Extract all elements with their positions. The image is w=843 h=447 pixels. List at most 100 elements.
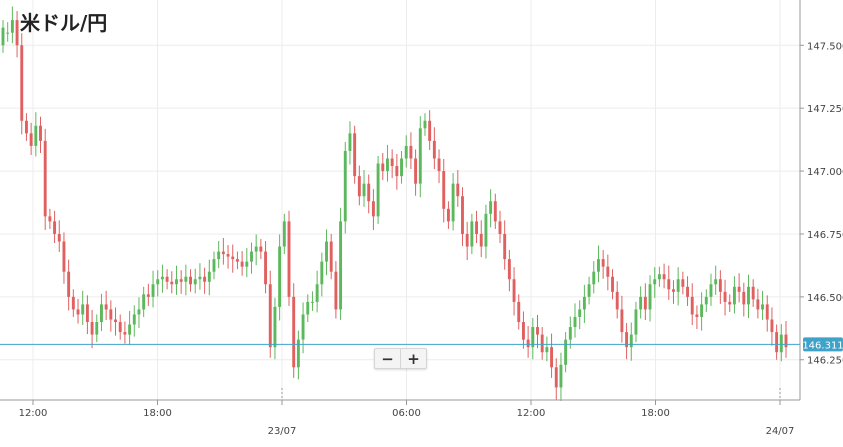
candle-body [57,233,61,242]
candle-body [775,332,779,353]
candle-body [142,294,146,310]
y-tick-label: 146.750 [807,230,843,241]
candle-body [615,291,619,310]
candle-body [723,291,727,302]
candle-body [296,339,300,368]
candle-body [217,251,221,260]
candle-body [146,294,150,297]
candle-body [137,309,141,315]
candle-body [554,367,558,388]
price-tag-background [803,337,843,352]
candle-body [250,251,253,262]
candle-body [629,334,633,348]
candle-body [301,314,305,340]
candle-body [475,221,479,234]
candle-body [690,296,694,315]
price-tag: 146.311 [802,337,843,352]
candle-body [597,259,600,272]
candle-body [207,271,211,282]
candle-body [348,133,352,151]
candle-body [292,296,296,368]
candle-body [451,183,455,222]
candle-body [737,286,741,292]
candle-body [353,133,357,177]
candle-body [653,279,657,285]
candle-body [67,271,71,297]
candle-body [442,171,446,209]
candle-body [676,279,680,292]
candle-body [751,286,755,300]
candle-body [446,208,450,222]
candle-body [428,120,432,141]
y-tick-label: 147.000 [807,167,843,178]
candle-body [362,183,366,197]
candle-body [418,128,422,184]
candle-body [695,314,699,317]
candle-body [221,251,225,255]
candle-body [564,339,568,365]
candle-body [376,163,380,217]
x-tick-label: 24/07 [766,426,795,437]
candle-body [728,301,732,305]
candle-body [325,241,328,262]
candle-body [747,286,750,305]
candle-body [90,322,94,335]
grid-lines [0,0,800,400]
candle-body [15,20,19,46]
candle-body [550,347,554,368]
candle-body [334,271,338,310]
candle-body [517,301,521,323]
candle-body [226,254,230,257]
x-tick-labels: 12:00 18:00 23/07 06:00 12:00 18:00 24/07 [19,408,795,437]
candle-body [371,201,375,217]
candle-body [409,145,413,159]
zoom-in-button[interactable]: + [400,349,426,368]
zoom-controls: − + [374,348,427,369]
x-tick-label: 18:00 [641,408,670,419]
candle-body [770,319,774,333]
candle-body [606,266,610,277]
candle-body [587,284,591,297]
candle-body [662,274,666,280]
x-tick-label: 18:00 [143,408,172,419]
y-tick-labels: 146.250 146.500 146.750 147.000 147.250 147.5… [807,41,843,366]
candle-body [709,284,713,297]
candle-body [320,261,324,285]
candle-body [81,304,85,315]
candle-body [282,221,286,247]
x-tick-label: 12:00 [517,408,546,419]
candle-body [386,158,389,172]
candle-body [540,334,544,353]
candle-body [479,233,483,247]
candle-body [531,327,535,348]
candle-body [367,183,371,202]
candle-body [634,309,638,335]
candle-body [114,319,117,323]
candle-body [235,259,239,262]
candle-body [245,261,249,267]
candle-body [718,279,722,292]
candle-body [343,150,347,222]
candle-body [231,256,235,260]
candle-body [568,327,572,340]
candle-body [128,324,132,335]
candle-body [151,284,155,297]
candle-body [461,196,464,234]
candle-body [339,221,343,310]
x-tick-label: 12:00 [19,408,48,419]
candle-body [132,314,136,325]
candle-body [545,347,549,353]
candle-body [1,27,5,46]
zoom-out-button[interactable]: − [381,349,394,368]
price-tag-label: 146.311 [802,340,843,351]
candle-body [592,271,596,285]
candle-body [95,322,99,335]
candle-body [779,334,783,353]
candle-body [71,296,75,310]
candle-body [165,276,169,282]
candle-body [156,279,160,285]
candle-body [118,322,122,333]
